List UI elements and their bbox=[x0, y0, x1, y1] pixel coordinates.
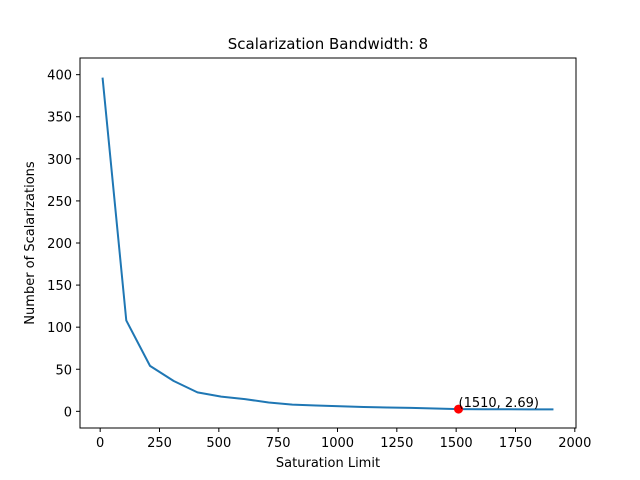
x-tick-label: 2000 bbox=[558, 436, 591, 451]
x-tick-label: 250 bbox=[147, 436, 172, 451]
y-tick-label: 300 bbox=[47, 153, 72, 168]
plot-frame bbox=[79, 57, 577, 429]
x-tick-label: 0 bbox=[96, 436, 104, 451]
series-line-0 bbox=[101, 77, 554, 411]
highlight-point bbox=[454, 404, 464, 414]
x-tick-label: 500 bbox=[206, 436, 231, 451]
x-tick-label: 1500 bbox=[440, 436, 473, 451]
x-tick-label: 1750 bbox=[499, 436, 532, 451]
y-tick-label: 0 bbox=[64, 405, 72, 420]
chart-title: Scalarization Bandwidth: 8 bbox=[228, 35, 428, 53]
x-tick-label: 1250 bbox=[380, 436, 413, 451]
y-tick-label: 400 bbox=[47, 69, 72, 84]
highlight-label: (1510, 2.69) bbox=[459, 396, 539, 411]
y-tick-label: 150 bbox=[47, 279, 72, 294]
y-tick-label: 200 bbox=[47, 237, 72, 252]
x-tick-label: 750 bbox=[266, 436, 291, 451]
plot-layer: (1510, 2.69) bbox=[101, 77, 554, 414]
y-tick-label: 50 bbox=[55, 363, 72, 378]
x-tick-label: 1000 bbox=[321, 436, 354, 451]
axes-layer: 0 250 500 750 1000 1250 1500 1750 2000 0 50 100 150 2… bbox=[47, 69, 591, 451]
x-axis-label: Saturation Limit bbox=[276, 456, 380, 471]
y-tick-label: 250 bbox=[47, 195, 72, 210]
plot-area bbox=[80, 58, 576, 428]
y-tick-label: 350 bbox=[47, 111, 72, 126]
y-tick-label: 100 bbox=[47, 321, 72, 336]
y-axis-label: Number of Scalarizations bbox=[23, 161, 38, 325]
